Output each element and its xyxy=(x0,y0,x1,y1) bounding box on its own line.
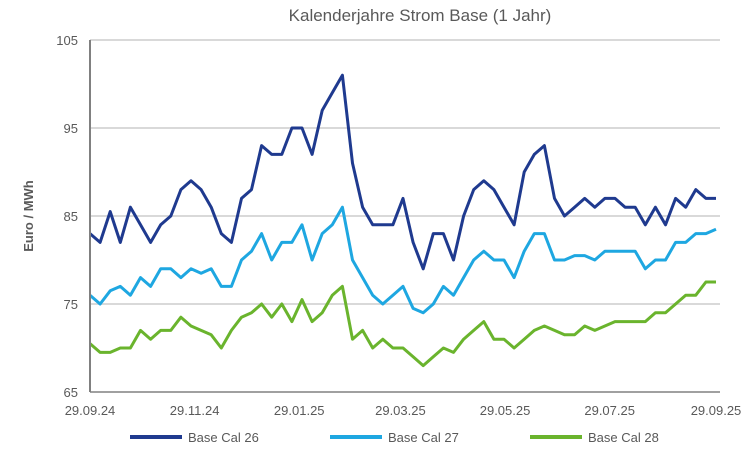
y-tick-label: 95 xyxy=(64,121,78,136)
y-tick-label: 105 xyxy=(56,33,78,48)
x-tick-label: 29.05.25 xyxy=(480,403,531,418)
legend-label: Base Cal 27 xyxy=(388,430,459,445)
x-tick-label: 29.07.25 xyxy=(584,403,635,418)
y-tick-label: 75 xyxy=(64,297,78,312)
chart-title: Kalenderjahre Strom Base (1 Jahr) xyxy=(289,6,552,25)
x-tick-label: 29.09.24 xyxy=(65,403,116,418)
legend-label: Base Cal 26 xyxy=(188,430,259,445)
legend-label: Base Cal 28 xyxy=(588,430,659,445)
y-axis-label: Euro / MWh xyxy=(21,180,36,252)
y-tick-label: 85 xyxy=(64,209,78,224)
series-line-base-cal-26 xyxy=(89,73,716,271)
x-tick-label: 29.11.24 xyxy=(170,403,220,418)
x-tick-label: 29.01.25 xyxy=(274,403,325,418)
series-line-base-cal-27 xyxy=(89,205,717,315)
y-tick-label: 65 xyxy=(64,385,78,400)
x-tick-label: 29.09.25 xyxy=(691,403,742,418)
x-tick-label: 29.03.25 xyxy=(375,403,426,418)
series-line-base-cal-28 xyxy=(89,280,716,368)
